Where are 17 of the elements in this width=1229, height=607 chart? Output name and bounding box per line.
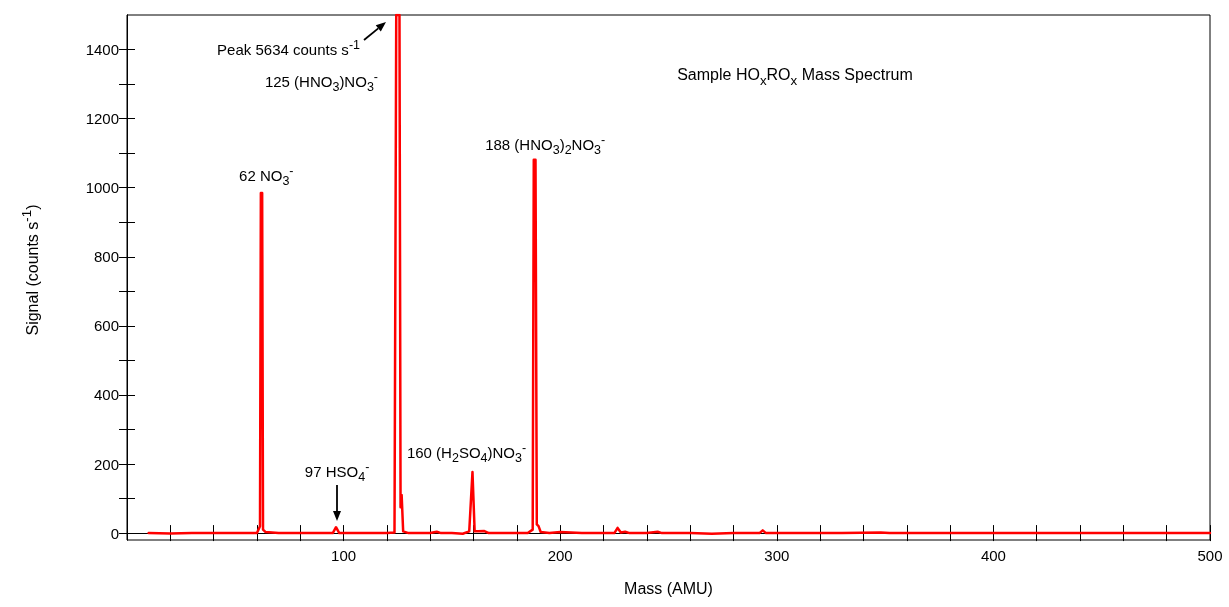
y-tick-label: 800: [93, 248, 119, 266]
x-tick-label: 100: [331, 547, 357, 564]
x-tick-label: 400: [980, 547, 1006, 564]
y-tick-label: 200: [93, 455, 119, 473]
y-tick-label: 1200: [85, 110, 119, 128]
y-tick-label: 600: [93, 317, 119, 335]
y-tick-label: 1400: [85, 41, 119, 59]
text: Sample HO$_{x}$RO$_{x}$ Mass Spectrum: [677, 66, 913, 90]
line-series: [147, 13, 1212, 536]
annotation: Peak 5634 counts s$^{-1}$: [217, 36, 360, 59]
x-tick-label: 300: [764, 547, 790, 564]
x-axis-title: Mass (AMU): [624, 579, 713, 597]
y-tick-label: 0: [110, 524, 119, 542]
y-tick-label: 1000: [85, 179, 119, 197]
y-tick-label: 400: [93, 386, 119, 404]
x-tick-label: 500: [1197, 547, 1223, 564]
x-tick-label: 200: [547, 547, 573, 564]
